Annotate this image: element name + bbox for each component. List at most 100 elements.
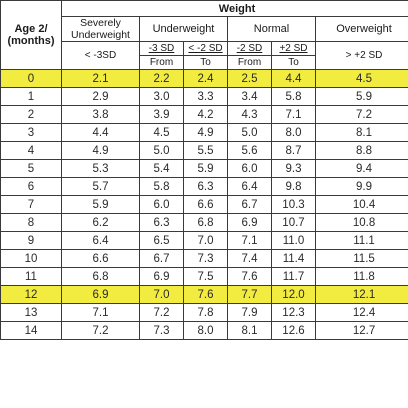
age-cell: 14 (0, 321, 62, 340)
table-row: 3 4.4 4.5 4.9 5.0 8.0 8.1 (0, 123, 408, 142)
normal-from-cell: 2.5 (227, 69, 272, 88)
underweight-sd-low: -3 SD (139, 41, 184, 56)
severe-cell: 5.3 (61, 159, 140, 178)
normal-from-cell: 7.7 (227, 285, 272, 304)
severely-underweight-header: Severely Underweight (61, 16, 140, 42)
weight-header: Weight (60, 0, 408, 17)
table-row: 6 5.7 5.8 6.3 6.4 9.8 9.9 (0, 177, 408, 196)
age-cell: 8 (0, 213, 62, 232)
severe-cell: 2.9 (61, 87, 140, 106)
normal-to-cell: 9.3 (271, 159, 316, 178)
normal-to-cell: 8.7 (271, 141, 316, 160)
normal-to-cell: 10.7 (271, 213, 316, 232)
normal-from-cell: 7.1 (227, 231, 272, 250)
severe-cell: 5.7 (61, 177, 140, 196)
underweight-to-cell: 3.3 (183, 87, 228, 106)
underweight-from: From (139, 55, 184, 70)
underweight-from-cell: 7.0 (139, 285, 184, 304)
overweight-cell: 12.7 (314, 321, 408, 340)
table-row: 13 7.1 7.2 7.8 7.9 12.3 12.4 (0, 303, 408, 322)
overweight-cell: 11.8 (314, 267, 408, 286)
underweight-to: To (183, 55, 228, 70)
underweight-to-cell: 7.6 (183, 285, 228, 304)
severe-cell: 6.9 (61, 285, 140, 304)
age-cell: 10 (0, 249, 62, 268)
normal-sd-low: -2 SD (227, 41, 272, 56)
table-row: 1 2.9 3.0 3.3 3.4 5.8 5.9 (0, 87, 408, 106)
underweight-from-cell: 6.0 (139, 195, 184, 214)
overweight-cell: 10.8 (314, 213, 408, 232)
normal-to-cell: 11.0 (271, 231, 316, 250)
underweight-from-cell: 4.5 (139, 123, 184, 142)
severe-range: < -3SD (61, 41, 140, 70)
severe-cell: 6.2 (61, 213, 140, 232)
overweight-cell: 8.1 (314, 123, 408, 142)
normal-from-cell: 3.4 (227, 87, 272, 106)
underweight-from-cell: 5.0 (139, 141, 184, 160)
underweight-from-cell: 7.2 (139, 303, 184, 322)
normal-from-cell: 7.6 (227, 267, 272, 286)
table-row: 9 6.4 6.5 7.0 7.1 11.0 11.1 (0, 231, 408, 250)
severe-cell: 7.2 (61, 321, 140, 340)
normal-from-cell: 6.0 (227, 159, 272, 178)
normal-to-cell: 12.3 (271, 303, 316, 322)
severe-cell: 7.1 (61, 303, 140, 322)
underweight-to-cell: 2.4 (183, 69, 228, 88)
normal-to-cell: 7.1 (271, 105, 316, 124)
underweight-from-cell: 6.3 (139, 213, 184, 232)
table-row: 8 6.2 6.3 6.8 6.9 10.7 10.8 (0, 213, 408, 232)
underweight-to-cell: 4.9 (183, 123, 228, 142)
table-row: 2 3.8 3.9 4.2 4.3 7.1 7.2 (0, 105, 408, 124)
normal-from-cell: 6.4 (227, 177, 272, 196)
severe-cell: 6.4 (61, 231, 140, 250)
overweight-cell: 9.9 (314, 177, 408, 196)
underweight-from-cell: 5.4 (139, 159, 184, 178)
underweight-to-cell: 7.0 (183, 231, 228, 250)
overweight-cell: 12.4 (314, 303, 408, 322)
underweight-to-cell: 4.2 (183, 105, 228, 124)
overweight-cell: 8.8 (314, 141, 408, 160)
underweight-header: Underweight (139, 16, 228, 42)
age-cell: 1 (0, 87, 62, 106)
table-row: 0 2.1 2.2 2.4 2.5 4.4 4.5 (0, 69, 408, 88)
underweight-to-cell: 6.3 (183, 177, 228, 196)
underweight-to-cell: 7.8 (183, 303, 228, 322)
table-row: 4 4.9 5.0 5.5 5.6 8.7 8.8 (0, 141, 408, 160)
normal-from: From (227, 55, 272, 70)
age-cell: 12 (0, 285, 62, 304)
overweight-cell: 7.2 (314, 105, 408, 124)
normal-to-cell: 9.8 (271, 177, 316, 196)
normal-to-cell: 10.3 (271, 195, 316, 214)
overweight-cell: 10.4 (314, 195, 408, 214)
age-header: Age 2/ (months) (0, 0, 62, 70)
normal-sd-high: +2 SD (271, 41, 316, 56)
underweight-to-cell: 8.0 (183, 321, 228, 340)
underweight-from-cell: 3.9 (139, 105, 184, 124)
normal-from-cell: 5.6 (227, 141, 272, 160)
age-cell: 3 (0, 123, 62, 142)
normal-to-cell: 5.8 (271, 87, 316, 106)
table-row: 11 6.8 6.9 7.5 7.6 11.7 11.8 (0, 267, 408, 286)
age-cell: 2 (0, 105, 62, 124)
normal-from-cell: 7.9 (227, 303, 272, 322)
underweight-from-cell: 3.0 (139, 87, 184, 106)
age-cell: 13 (0, 303, 62, 322)
severe-cell: 6.6 (61, 249, 140, 268)
normal-to-cell: 11.7 (271, 267, 316, 286)
underweight-from-cell: 7.3 (139, 321, 184, 340)
underweight-from-cell: 5.8 (139, 177, 184, 196)
table-row: 7 5.9 6.0 6.6 6.7 10.3 10.4 (0, 195, 408, 214)
overweight-cell: 5.9 (314, 87, 408, 106)
underweight-from-cell: 6.7 (139, 249, 184, 268)
age-cell: 4 (0, 141, 62, 160)
normal-from-cell: 7.4 (227, 249, 272, 268)
severe-cell: 2.1 (61, 69, 140, 88)
underweight-to-cell: 6.6 (183, 195, 228, 214)
normal-to-cell: 8.0 (271, 123, 316, 142)
underweight-to-cell: 6.8 (183, 213, 228, 232)
underweight-from-cell: 6.9 (139, 267, 184, 286)
overweight-cell: 9.4 (314, 159, 408, 178)
underweight-to-cell: 5.5 (183, 141, 228, 160)
table-row: 12 6.9 7.0 7.6 7.7 12.0 12.1 (0, 285, 408, 304)
normal-to-cell: 4.4 (271, 69, 316, 88)
